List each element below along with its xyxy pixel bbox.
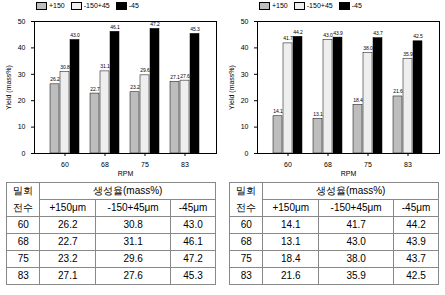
html-text:41.7: 41.7 <box>346 219 366 230</box>
html-text:생성율(mass%): 생성율(mass%) <box>316 185 386 196</box>
html-text:+150μm: +150μm <box>272 202 310 213</box>
html-text:밀회: 밀회 <box>13 185 34 197</box>
svg-text:30: 30 <box>18 71 26 78</box>
html-text:60: 60 <box>17 219 29 230</box>
html-text:전수: 전수 <box>13 201 34 213</box>
html-text:27.6: 27.6 <box>123 270 143 281</box>
html-text:-150+45: -150+45 <box>83 2 110 9</box>
html-text:75: 75 <box>17 253 29 264</box>
html-text:83: 83 <box>240 270 252 281</box>
html-text:-45: -45 <box>351 2 362 9</box>
html-text:-150+45μm: -150+45μm <box>107 202 159 213</box>
svg-text:20: 20 <box>18 97 26 104</box>
html-text:21.6: 21.6 <box>281 270 301 281</box>
html-text:-150+45μm: -150+45μm <box>330 202 382 213</box>
svg-text:31.1: 31.1 <box>100 63 110 69</box>
svg-text:Yield (mass%): Yield (mass%) <box>228 65 236 110</box>
svg-text:68: 68 <box>101 161 109 168</box>
html-text:23.2: 23.2 <box>58 253 78 264</box>
html-text:83: 83 <box>17 270 29 281</box>
html-text:75: 75 <box>240 253 252 264</box>
html-text:60: 60 <box>240 219 252 230</box>
svg-text:46.1: 46.1 <box>110 24 120 30</box>
html-text:68: 68 <box>17 236 29 247</box>
html-text:+150: +150 <box>49 2 65 9</box>
svg-text:68: 68 <box>324 161 332 168</box>
html-text:밀회: 밀회 <box>236 185 257 197</box>
svg-text:41.7: 41.7 <box>283 35 293 41</box>
svg-text:47.2: 47.2 <box>150 20 160 27</box>
svg-text:RPM: RPM <box>118 170 134 177</box>
svg-text:23.2: 23.2 <box>130 84 140 90</box>
svg-text:10: 10 <box>18 123 26 130</box>
html-text:13.1: 13.1 <box>281 236 301 247</box>
svg-text:RPM: RPM <box>341 170 357 177</box>
svg-text:0: 0 <box>245 150 249 157</box>
html-text:43.0: 43.0 <box>346 236 366 247</box>
svg-text:22.7: 22.7 <box>90 86 100 92</box>
svg-text:40: 40 <box>241 44 249 51</box>
svg-text:14.1: 14.1 <box>273 108 283 114</box>
html-text:43.7: 43.7 <box>406 253 426 264</box>
html-text:47.2: 47.2 <box>183 253 203 264</box>
svg-text:30: 30 <box>241 71 249 78</box>
html-text:45.3: 45.3 <box>183 270 203 281</box>
html-text:35.9: 35.9 <box>346 270 366 281</box>
svg-text:40: 40 <box>18 44 26 51</box>
svg-text:30.8: 30.8 <box>60 64 70 70</box>
svg-text:13.1: 13.1 <box>313 111 323 117</box>
svg-text:Yield (mass%): Yield (mass%) <box>5 65 13 110</box>
html-text:43.0: 43.0 <box>183 219 203 230</box>
html-text:+150μm: +150μm <box>49 202 87 213</box>
html-text:44.2: 44.2 <box>406 219 426 230</box>
html-text:42.5: 42.5 <box>406 270 426 281</box>
svg-text:50: 50 <box>241 18 249 25</box>
svg-text:38.0: 38.0 <box>363 45 373 51</box>
html-text:43.9: 43.9 <box>406 236 426 247</box>
html-text:18.4: 18.4 <box>281 253 301 264</box>
svg-text:75: 75 <box>364 161 372 168</box>
html-text:전수: 전수 <box>236 201 257 213</box>
html-text:+150: +150 <box>272 2 288 9</box>
html-text:26.2: 26.2 <box>58 219 78 230</box>
svg-text:83: 83 <box>181 161 189 168</box>
svg-text:26.2: 26.2 <box>50 76 60 82</box>
svg-text:42.5: 42.5 <box>413 33 423 39</box>
svg-text:83: 83 <box>404 161 412 168</box>
html-text:-45: -45 <box>128 2 139 9</box>
svg-text:35.9: 35.9 <box>403 51 413 57</box>
html-text:46.1: 46.1 <box>183 236 203 247</box>
svg-text:27.6: 27.6 <box>180 73 190 79</box>
html-text:29.6: 29.6 <box>123 253 143 264</box>
svg-text:60: 60 <box>61 161 69 168</box>
svg-text:10: 10 <box>241 123 249 130</box>
html-text:생성율(mass%): 생성율(mass%) <box>93 185 163 196</box>
html-text:27.1: 27.1 <box>58 270 78 281</box>
svg-text:60: 60 <box>284 161 292 168</box>
svg-text:75: 75 <box>141 161 149 168</box>
svg-text:43.9: 43.9 <box>333 30 343 36</box>
html-text:30.8: 30.8 <box>123 219 143 230</box>
html-text:68: 68 <box>240 236 252 247</box>
svg-text:29.6: 29.6 <box>140 67 150 73</box>
svg-text:0: 0 <box>22 150 26 157</box>
html-text:-150+45: -150+45 <box>306 2 333 9</box>
svg-text:50: 50 <box>18 18 26 25</box>
svg-text:18.4: 18.4 <box>353 97 363 103</box>
html-text:38.0: 38.0 <box>346 253 366 264</box>
html-text:-45μm: -45μm <box>401 202 431 213</box>
svg-text:43.0: 43.0 <box>323 32 333 38</box>
svg-text:44.2: 44.2 <box>293 29 303 35</box>
svg-text:45.3: 45.3 <box>190 26 200 32</box>
html-text:22.7: 22.7 <box>58 236 78 247</box>
svg-text:27.1: 27.1 <box>170 74 180 80</box>
html-text:-45μm: -45μm <box>178 202 208 213</box>
html-text:14.1: 14.1 <box>281 219 301 230</box>
svg-text:43.0: 43.0 <box>70 32 80 38</box>
svg-text:20: 20 <box>241 97 249 104</box>
html-text:31.1: 31.1 <box>123 236 143 247</box>
svg-text:43.7: 43.7 <box>373 30 383 36</box>
svg-text:21.6: 21.6 <box>393 88 403 94</box>
